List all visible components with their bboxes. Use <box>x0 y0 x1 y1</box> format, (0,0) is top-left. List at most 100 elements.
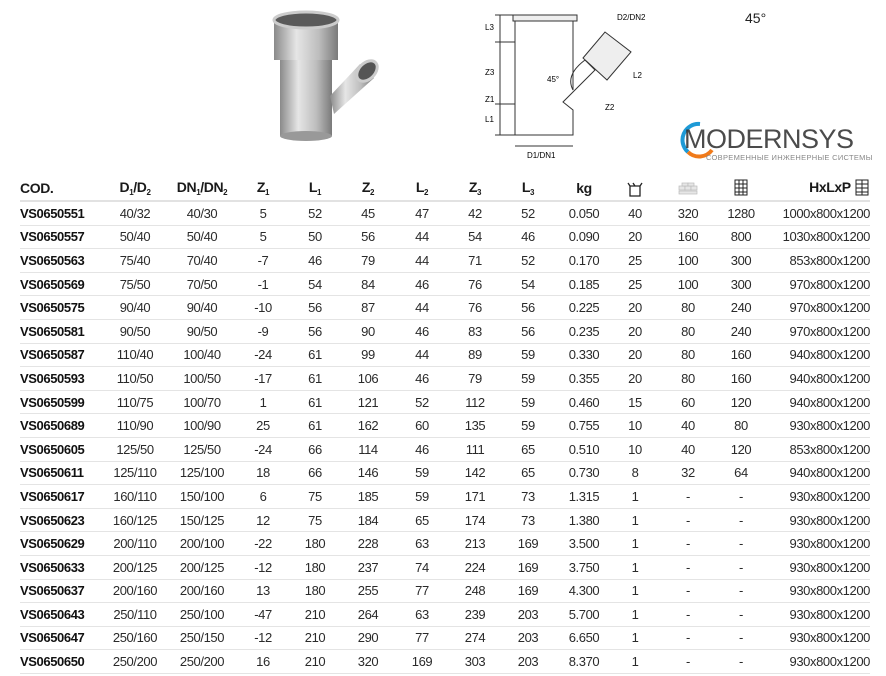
cell-pallet-dims: 940x800x1200 <box>764 461 870 486</box>
cell-dn1-dn2: 100/70 <box>166 390 238 415</box>
cell-qty-box: 20 <box>612 343 658 368</box>
cell-z3: 239 <box>450 602 500 627</box>
cell-code: VS0650629 <box>20 531 104 556</box>
cell-l2: 46 <box>394 319 450 344</box>
cell-z3: 89 <box>450 343 500 368</box>
cell-z1: -12 <box>238 555 288 580</box>
cell-z2: 184 <box>342 508 394 533</box>
cell-z2: 185 <box>342 484 394 509</box>
cell-d1-d2: 75/50 <box>104 272 166 297</box>
cell-l3: 65 <box>500 437 556 462</box>
cell-l2: 46 <box>394 366 450 391</box>
cell-l3: 59 <box>500 343 556 368</box>
cell-l3: 169 <box>500 555 556 580</box>
cell-z1: -24 <box>238 343 288 368</box>
cell-qty-layer: - <box>658 555 718 580</box>
cell-code: VS0650587 <box>20 343 104 368</box>
cell-l2: 63 <box>394 602 450 627</box>
cell-dn1-dn2: 70/40 <box>166 248 238 273</box>
cell-d1-d2: 110/40 <box>104 343 166 368</box>
cell-dn1-dn2: 90/50 <box>166 319 238 344</box>
cell-qty-pallet: - <box>718 508 764 533</box>
cell-qty-pallet: 120 <box>718 390 764 415</box>
cell-l1: 56 <box>288 295 342 320</box>
cell-d1-d2: 40/32 <box>104 201 166 226</box>
cell-z1: -17 <box>238 366 288 391</box>
cell-dn1-dn2: 250/150 <box>166 626 238 651</box>
cell-pallet-dims: 930x800x1200 <box>764 484 870 509</box>
cell-qty-layer: 320 <box>658 201 718 226</box>
table-row: VS0650689 110/90 100/90 25 61 162 60 135 59 0.755… <box>20 413 870 438</box>
cell-dn1-dn2: 200/160 <box>166 579 238 604</box>
header-cod: COD. <box>20 176 104 202</box>
cell-kg: 1.315 <box>556 484 612 509</box>
cell-z1: 5 <box>238 225 288 250</box>
cell-z2: 79 <box>342 248 394 273</box>
cell-pallet-dims: 930x800x1200 <box>764 413 870 438</box>
cell-qty-box: 25 <box>612 248 658 273</box>
cell-qty-pallet: - <box>718 531 764 556</box>
cell-qty-pallet: 64 <box>718 461 764 486</box>
cell-z3: 54 <box>450 225 500 250</box>
cell-qty-box: 1 <box>612 626 658 651</box>
dim-d1: D1/DN1 <box>527 151 556 160</box>
product-table: COD. D1/D2 DN1/DN2 Z1 L1 Z2 L2 Z3 L3 kg … <box>20 176 870 674</box>
cell-z3: 76 <box>450 295 500 320</box>
cell-qty-pallet: 160 <box>718 366 764 391</box>
cell-kg: 0.330 <box>556 343 612 368</box>
cell-z3: 135 <box>450 413 500 438</box>
cell-pallet-dims: 930x800x1200 <box>764 649 870 674</box>
cell-d1-d2: 110/50 <box>104 366 166 391</box>
table-row: VS0650569 75/50 70/50 -1 54 84 46 76 54 0.185 25 10… <box>20 272 870 297</box>
cell-l1: 46 <box>288 248 342 273</box>
cell-qty-layer: 80 <box>658 319 718 344</box>
cell-l1: 75 <box>288 508 342 533</box>
cell-pallet-dims: 940x800x1200 <box>764 390 870 415</box>
cell-code: VS0650557 <box>20 225 104 250</box>
cell-kg: 0.090 <box>556 225 612 250</box>
dim-l3: L3 <box>485 23 494 32</box>
cell-d1-d2: 250/160 <box>104 626 166 651</box>
cell-pallet-dims: 930x800x1200 <box>764 555 870 580</box>
cell-z3: 42 <box>450 201 500 226</box>
cell-code: VS0650575 <box>20 295 104 320</box>
cell-kg: 0.355 <box>556 366 612 391</box>
header-pallet-layer <box>658 176 718 202</box>
table-row: VS0650647 250/160 250/150 -12 210 290 77 274 203… <box>20 626 870 651</box>
cell-l2: 52 <box>394 390 450 415</box>
cell-pallet-dims: 930x800x1200 <box>764 579 870 604</box>
cell-kg: 8.370 <box>556 649 612 674</box>
cell-z2: 56 <box>342 225 394 250</box>
cell-qty-pallet: - <box>718 626 764 651</box>
cell-qty-layer: 32 <box>658 461 718 486</box>
modernsys-watermark-logo: MODERNSYS СОВРЕМЕННЫЕ ИНЖЕНЕРНЫЕ СИСТЕМЫ <box>680 121 872 162</box>
table-row: VS0650643 250/110 250/100 -47 210 264 63 239 203… <box>20 602 870 627</box>
cell-l2: 44 <box>394 225 450 250</box>
cell-qty-box: 25 <box>612 272 658 297</box>
cell-d1-d2: 250/110 <box>104 602 166 627</box>
table-row: VS0650617 160/110 150/100 6 75 185 59 171 73 1.31… <box>20 484 870 509</box>
cell-z2: 87 <box>342 295 394 320</box>
cell-code: VS0650605 <box>20 437 104 462</box>
cell-d1-d2: 160/125 <box>104 508 166 533</box>
cell-l1: 54 <box>288 272 342 297</box>
cell-qty-pallet: 800 <box>718 225 764 250</box>
cell-pallet-dims: 940x800x1200 <box>764 343 870 368</box>
cell-code: VS0650650 <box>20 649 104 674</box>
cell-l2: 60 <box>394 413 450 438</box>
cell-code: VS0650569 <box>20 272 104 297</box>
table-header: COD. D1/D2 DN1/DN2 Z1 L1 Z2 L2 Z3 L3 kg … <box>20 176 870 202</box>
cell-z2: 237 <box>342 555 394 580</box>
cell-kg: 0.170 <box>556 248 612 273</box>
cell-kg: 0.225 <box>556 295 612 320</box>
cell-qty-layer: 80 <box>658 366 718 391</box>
cell-z1: 12 <box>238 508 288 533</box>
cell-code: VS0650643 <box>20 602 104 627</box>
cell-pallet-dims: 853x800x1200 <box>764 437 870 462</box>
cell-z1: -22 <box>238 531 288 556</box>
cell-qty-layer: 100 <box>658 248 718 273</box>
table-body: VS0650551 40/32 40/30 5 52 45 47 42 52 0.050 40 320… <box>20 201 870 674</box>
cell-kg: 6.650 <box>556 626 612 651</box>
cell-dn1-dn2: 100/50 <box>166 366 238 391</box>
cell-qty-layer: - <box>658 626 718 651</box>
